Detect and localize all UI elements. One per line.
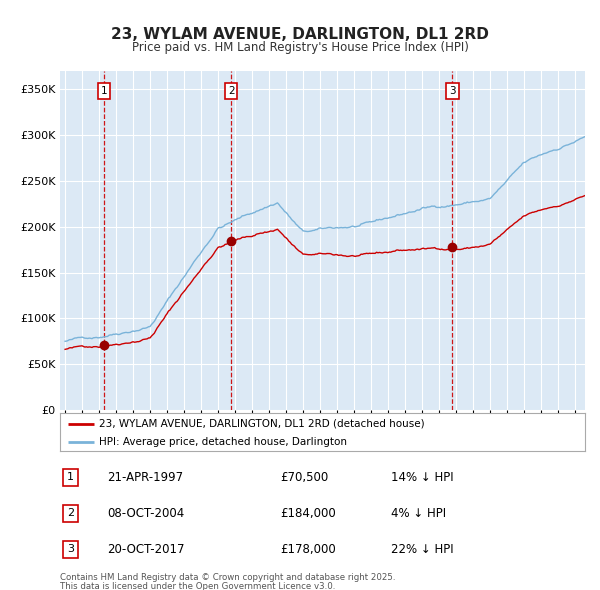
Text: £70,500: £70,500 [281, 471, 329, 484]
Text: Price paid vs. HM Land Registry's House Price Index (HPI): Price paid vs. HM Land Registry's House … [131, 41, 469, 54]
Text: 21-APR-1997: 21-APR-1997 [107, 471, 184, 484]
Text: £178,000: £178,000 [281, 543, 336, 556]
Text: This data is licensed under the Open Government Licence v3.0.: This data is licensed under the Open Gov… [60, 582, 335, 590]
Text: 08-OCT-2004: 08-OCT-2004 [107, 507, 185, 520]
Text: 3: 3 [449, 86, 456, 96]
Text: Contains HM Land Registry data © Crown copyright and database right 2025.: Contains HM Land Registry data © Crown c… [60, 573, 395, 582]
Text: 20-OCT-2017: 20-OCT-2017 [107, 543, 185, 556]
Text: 23, WYLAM AVENUE, DARLINGTON, DL1 2RD: 23, WYLAM AVENUE, DARLINGTON, DL1 2RD [111, 27, 489, 41]
Text: 2: 2 [67, 509, 74, 518]
Text: 23, WYLAM AVENUE, DARLINGTON, DL1 2RD (detached house): 23, WYLAM AVENUE, DARLINGTON, DL1 2RD (d… [100, 419, 425, 429]
Text: 2: 2 [228, 86, 235, 96]
Text: £184,000: £184,000 [281, 507, 336, 520]
Text: 14% ↓ HPI: 14% ↓ HPI [391, 471, 454, 484]
Text: 1: 1 [101, 86, 107, 96]
Text: 3: 3 [67, 544, 74, 554]
Text: 22% ↓ HPI: 22% ↓ HPI [391, 543, 454, 556]
Text: HPI: Average price, detached house, Darlington: HPI: Average price, detached house, Darl… [100, 437, 347, 447]
Text: 4% ↓ HPI: 4% ↓ HPI [391, 507, 446, 520]
Text: 1: 1 [67, 473, 74, 483]
